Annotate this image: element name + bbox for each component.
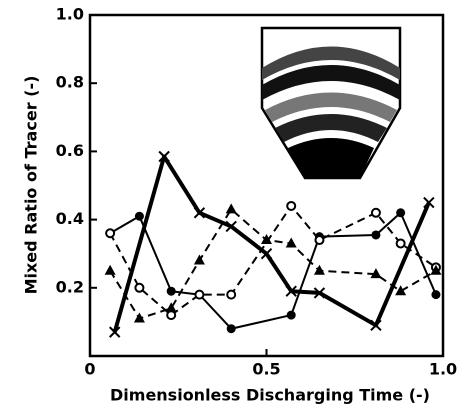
- x-axis-label: Dimensionless Discharging Time (-): [110, 386, 430, 405]
- marker-x: [193, 207, 206, 219]
- x-tick-label: 0: [84, 360, 95, 379]
- marker-x: [370, 319, 382, 332]
- marker-open-circle: [134, 282, 145, 293]
- marker-triangle: [313, 264, 325, 275]
- y-tick-label: 1.0: [56, 5, 84, 24]
- marker-open-circle: [105, 228, 116, 239]
- marker-open-circle: [194, 289, 205, 300]
- marker-triangle: [225, 203, 237, 214]
- marker-triangle: [370, 268, 382, 279]
- marker-triangle: [165, 302, 177, 313]
- marker-x: [260, 247, 273, 260]
- marker-triangle: [104, 264, 116, 275]
- marker-x: [423, 196, 435, 209]
- y-tick-label: 0.8: [56, 73, 84, 92]
- marker-filled-circle: [286, 310, 296, 320]
- marker-x: [109, 326, 121, 338]
- marker-x: [225, 220, 237, 233]
- inset-hopper: [260, 26, 402, 180]
- marker-x: [158, 150, 170, 163]
- y-axis-label: Mixed Ratio of Tracer (-): [22, 76, 41, 295]
- marker-triangle: [133, 312, 145, 323]
- marker-triangle: [285, 237, 297, 248]
- marker-filled-circle: [134, 211, 144, 221]
- y-tick-label: 0.4: [56, 209, 84, 228]
- marker-triangle: [395, 285, 407, 296]
- marker-triangle: [261, 234, 272, 245]
- marker-open-circle: [370, 207, 381, 218]
- series-line: [109, 211, 437, 330]
- series-line: [112, 154, 431, 333]
- marker-open-circle: [314, 235, 325, 246]
- marker-triangle: [193, 254, 205, 265]
- marker-open-circle: [395, 238, 406, 249]
- marker-open-circle: [226, 289, 237, 300]
- x-tick-label: 1.0: [429, 360, 457, 379]
- x-tick-label: 0.5: [252, 360, 280, 379]
- marker-filled-circle: [371, 230, 381, 240]
- marker-filled-circle: [396, 208, 406, 218]
- series-line: [109, 204, 437, 317]
- marker-filled-circle: [226, 324, 236, 334]
- marker-open-circle: [286, 200, 297, 211]
- y-tick-label: 0.2: [56, 277, 84, 296]
- marker-open-circle: [166, 310, 177, 321]
- marker-x: [313, 287, 326, 299]
- y-tick-label: 0.6: [56, 141, 84, 160]
- marker-filled-circle: [166, 286, 176, 296]
- marker-x: [285, 285, 297, 297]
- marker-triangle: [430, 264, 442, 275]
- marker-filled-circle: [431, 290, 441, 300]
